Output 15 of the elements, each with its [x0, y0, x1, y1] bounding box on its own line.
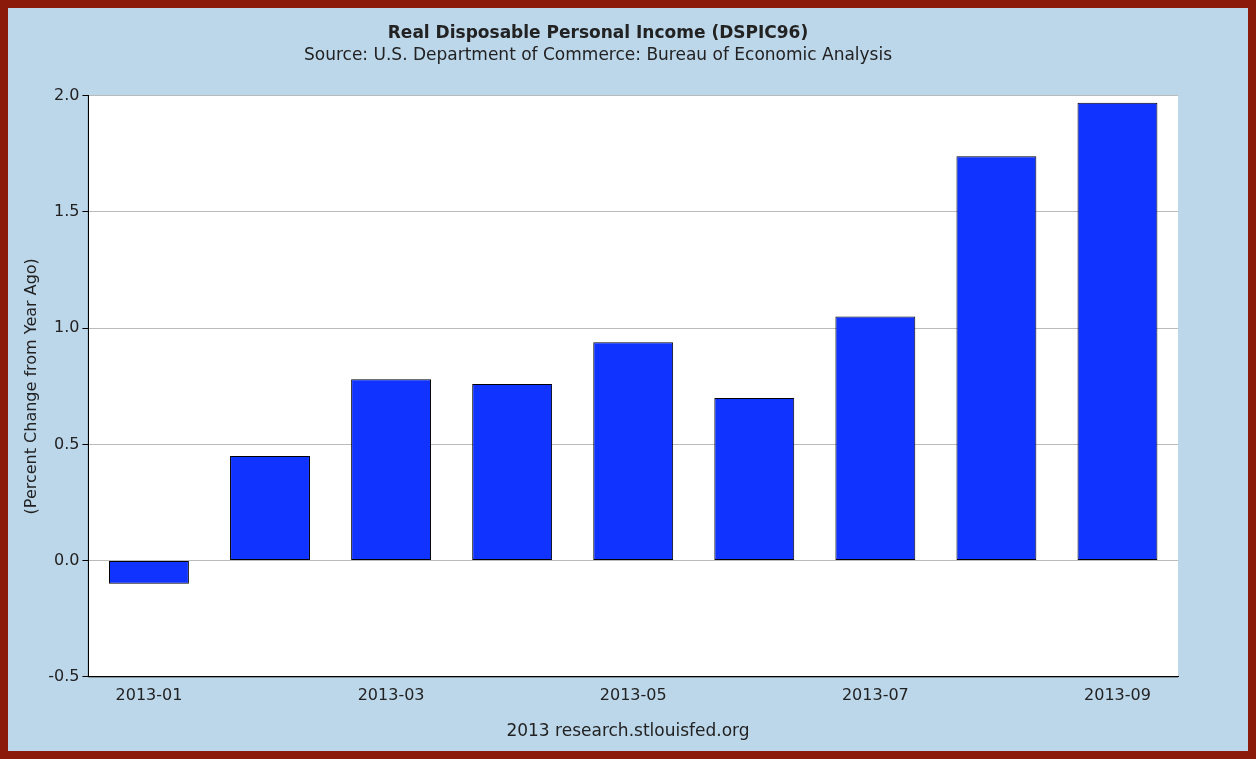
- text: 2013 research.stlouisfed.org: [505, 720, 751, 740]
- chart-title: Real Disposable Personal Income (DSPIC96): [387, 21, 809, 42]
- x-tick-label: 2013-09: [1084, 684, 1151, 704]
- y-tick-label: 1.0: [53, 317, 80, 337]
- y-tick-label: 1.5: [53, 201, 80, 221]
- x-tick-label: 2013-07: [841, 684, 909, 704]
- y-tick-label: 0.0: [53, 549, 80, 569]
- x-tick-label: 2013-01: [115, 684, 183, 704]
- chart-subtitle: Source: U.S. Department of Commerce: Bureau of Economic Analysis: [303, 44, 893, 65]
- y-tick-label: 2.0: [53, 84, 80, 104]
- x-tick-label: 2013-03: [357, 684, 425, 704]
- y-tick-label: -0.5: [48, 665, 80, 685]
- y-axis-title: (Percent Change from Year Ago): [20, 258, 40, 515]
- y-tick-label: 0.5: [53, 433, 80, 453]
- x-tick-label: 2013-05: [599, 684, 667, 704]
